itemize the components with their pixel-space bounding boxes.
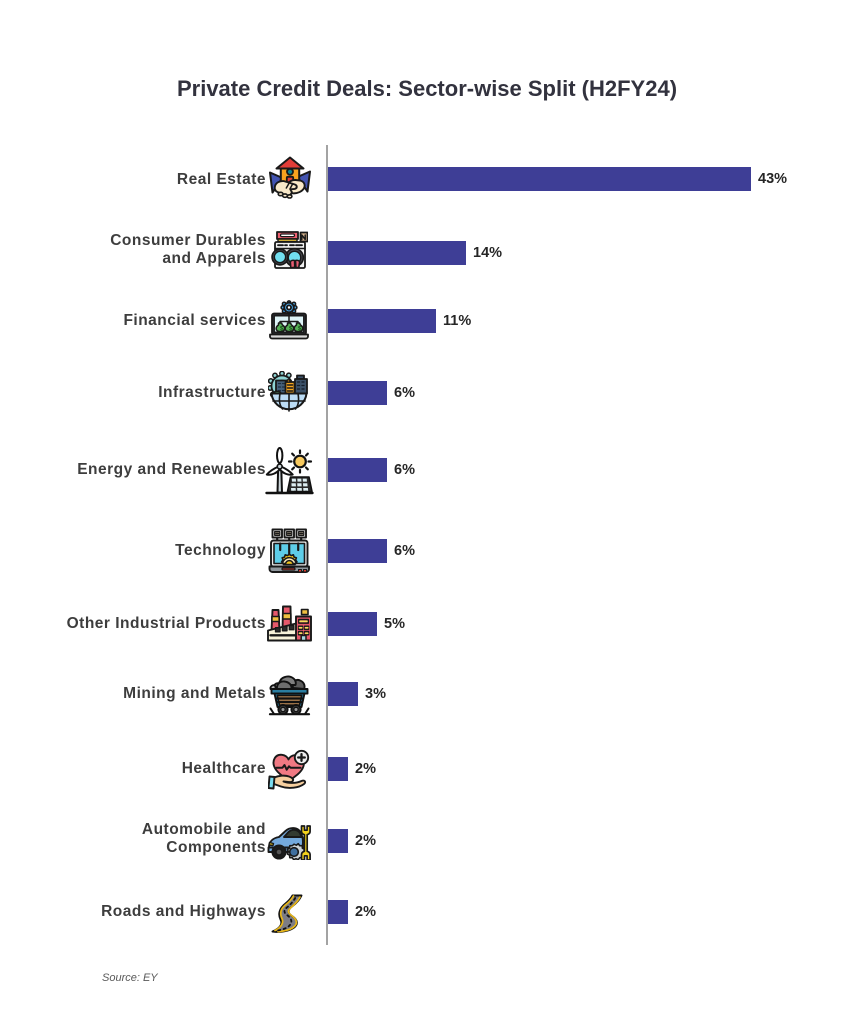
svg-text:$: $ <box>280 326 284 333</box>
svg-text:$: $ <box>289 326 293 333</box>
svg-text:$: $ <box>298 326 302 333</box>
